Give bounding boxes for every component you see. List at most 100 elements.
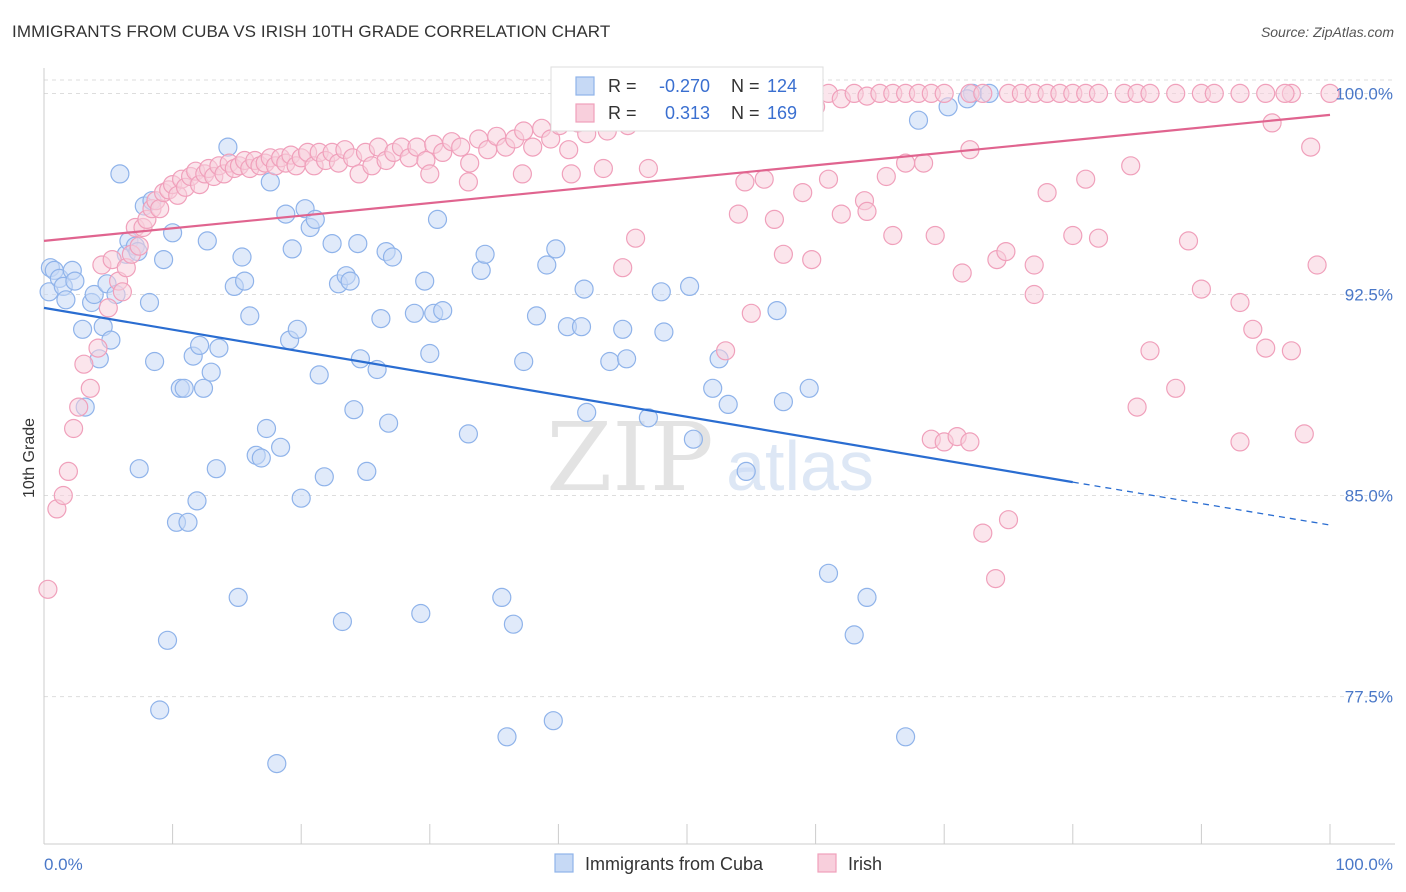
data-point — [282, 239, 302, 259]
tick-labels: 77.5% 85.0% 92.5% 100.0% 0.0% 100.0% — [44, 84, 1393, 874]
data-point — [63, 418, 84, 439]
y-tick-label: 92.5% — [1345, 285, 1393, 304]
legend-r-label: R = — [608, 76, 637, 96]
data-point — [451, 137, 471, 157]
data-point — [679, 276, 700, 296]
data-point — [475, 244, 495, 264]
y-tick-label: 100.0% — [1335, 84, 1393, 103]
data-point — [913, 153, 934, 173]
data-point — [267, 753, 287, 774]
data-point — [736, 461, 756, 481]
data-point — [512, 164, 533, 184]
data-point — [1037, 183, 1057, 203]
data-point — [985, 568, 1006, 589]
data-point — [65, 271, 85, 291]
data-point — [260, 172, 280, 192]
data-point — [344, 400, 364, 420]
data-point — [1301, 137, 1321, 157]
data-point — [1230, 83, 1250, 104]
data-point — [1275, 83, 1295, 104]
data-point — [458, 172, 478, 192]
data-point — [228, 587, 248, 608]
data-point — [471, 260, 491, 280]
data-point — [651, 282, 671, 302]
watermark: ZIP atlas — [546, 403, 874, 513]
data-point — [201, 362, 221, 382]
data-point — [1307, 255, 1327, 275]
data-point — [357, 461, 377, 481]
data-point — [1024, 284, 1044, 305]
data-point — [526, 306, 547, 326]
data-point — [287, 319, 307, 339]
data-point — [754, 169, 774, 189]
bottom-legend-swatch — [554, 853, 574, 873]
data-point — [1230, 432, 1250, 452]
legend-n-value: 169 — [767, 103, 797, 123]
data-point — [523, 137, 543, 157]
data-point — [497, 727, 517, 747]
data-point — [577, 402, 597, 422]
data-point — [433, 301, 453, 321]
trend-line — [43, 306, 1073, 484]
watermark-zip: ZIP — [546, 403, 713, 513]
legend-r-label: R = — [608, 103, 637, 123]
legend-n-label: N = — [731, 103, 760, 123]
legend-swatch — [575, 76, 595, 96]
legend-box — [550, 66, 824, 132]
data-point — [163, 223, 183, 243]
data-point — [613, 258, 633, 278]
data-point — [1121, 156, 1141, 176]
series-cuba-points — [39, 83, 999, 774]
data-point — [998, 510, 1019, 530]
data-point — [654, 322, 674, 342]
data-point — [593, 158, 614, 179]
data-point — [767, 301, 787, 321]
data-point — [145, 351, 165, 372]
data-point — [1140, 341, 1160, 361]
data-point — [1320, 83, 1340, 104]
data-point — [379, 413, 399, 433]
data-point — [56, 290, 76, 310]
data-point — [934, 83, 954, 104]
data-point — [600, 351, 620, 372]
legend-r-value: 0.313 — [665, 103, 710, 123]
data-point — [703, 378, 723, 398]
data-point — [574, 279, 594, 299]
data-point — [382, 247, 403, 267]
data-point — [420, 343, 440, 364]
data-point — [537, 255, 557, 275]
data-point — [857, 201, 877, 221]
trend-lines — [43, 113, 1331, 526]
data-point — [218, 137, 238, 157]
data-point — [80, 378, 100, 398]
y-tick-label: 85.0% — [1345, 487, 1393, 506]
data-point — [492, 587, 512, 608]
data-point — [197, 231, 217, 251]
data-point — [415, 271, 435, 291]
data-point — [925, 225, 945, 246]
data-point — [503, 614, 524, 634]
x-tick-label: 0.0% — [44, 855, 83, 874]
data-point — [876, 166, 896, 187]
data-point — [1230, 292, 1250, 313]
data-point — [139, 292, 160, 313]
data-point — [174, 378, 194, 398]
data-point — [543, 711, 563, 731]
bottom-legend-label: Irish — [848, 854, 882, 874]
data-point — [72, 319, 93, 339]
data-point — [715, 341, 736, 361]
data-point — [718, 394, 738, 414]
data-point — [309, 365, 329, 385]
data-point — [1294, 424, 1314, 444]
data-point — [458, 424, 478, 444]
data-point — [638, 158, 659, 179]
data-point — [793, 183, 813, 203]
data-point — [1088, 228, 1109, 248]
data-point — [996, 242, 1016, 262]
top-legend: R = -0.270 N = 124 R = 0.313 N = 169 — [550, 66, 824, 132]
x-tick-label: 100.0% — [1335, 855, 1393, 874]
data-point — [1178, 231, 1199, 251]
data-point — [460, 153, 480, 173]
data-point — [908, 110, 929, 130]
